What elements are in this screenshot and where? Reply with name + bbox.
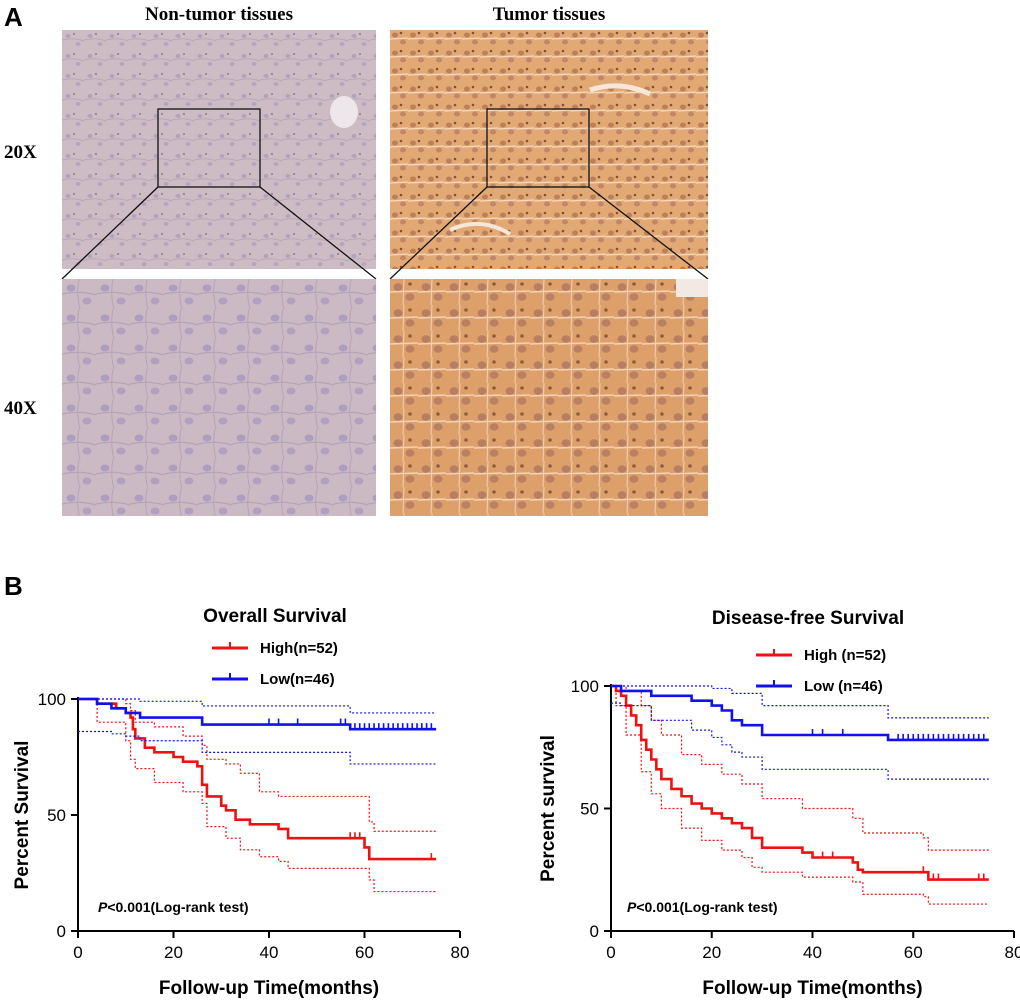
ci-upper-high [78, 698, 437, 832]
micrograph-tumor-40x [390, 279, 708, 516]
survival-curve-high [611, 684, 989, 881]
legend-label-high: High (n=52) [804, 647, 886, 664]
p-value-annotation: P<0.001(Log-rank test) [98, 899, 249, 915]
y-axis-label: Percent Survival [12, 741, 33, 890]
p-value-symbol: P [627, 899, 637, 915]
panel-a-label: A [4, 2, 23, 32]
chart-title: Disease-free Survival [712, 608, 904, 629]
y-tick-label: 0 [590, 922, 599, 941]
ci-lower-low [78, 730, 437, 765]
ci-upper-low [611, 685, 989, 719]
panel-b-label: B [4, 571, 23, 601]
row-label-20x: 20X [4, 142, 37, 163]
ci-lower-high [78, 698, 437, 893]
p-value-text: <0.001(Log-rank test) [107, 899, 248, 915]
ci-upper-high [611, 685, 989, 851]
survival-curve-low [611, 684, 989, 742]
y-tick-label: 50 [580, 800, 599, 819]
column-title-tumor: Tumor tissues [492, 4, 606, 25]
micrograph-non-tumor-40x-image [62, 279, 376, 516]
survival-curve-low [78, 697, 437, 731]
ci-lower-low [611, 702, 989, 780]
survival-curve-high [78, 697, 437, 861]
x-tick-label: 80 [451, 943, 470, 962]
ci-lower-high [611, 685, 989, 905]
y-tick-label: 100 [571, 677, 599, 696]
p-value-symbol: P [98, 899, 108, 915]
micrograph-tumor-40x-image [390, 279, 708, 516]
x-tick-label: 40 [803, 943, 822, 962]
legend-label-high: High(n=52) [260, 640, 338, 657]
legend-label-low: Low(n=46) [260, 671, 335, 688]
row-label-40x: 40X [4, 398, 37, 419]
y-tick-label: 0 [57, 922, 66, 941]
x-tick-label: 20 [164, 943, 183, 962]
ci-upper-low [78, 698, 437, 714]
legend-label-low: Low (n=46) [804, 678, 883, 695]
x-tick-label: 0 [606, 943, 615, 962]
zoom-connector-lines [61, 186, 709, 280]
x-tick-label: 60 [904, 943, 923, 962]
p-value-text: <0.001(Log-rank test) [636, 899, 777, 915]
x-tick-label: 0 [73, 943, 82, 962]
x-tick-label: 60 [355, 943, 374, 962]
x-axis-label: Follow-up Time(months) [702, 978, 922, 999]
x-tick-label: 20 [702, 943, 721, 962]
y-tick-label: 50 [47, 806, 66, 825]
x-tick-label: 40 [260, 943, 279, 962]
chart-title: Overall Survival [203, 606, 347, 627]
micrograph-non-tumor-40x [62, 279, 376, 516]
x-axis-label: Follow-up Time(months) [159, 978, 379, 999]
column-title-non-tumor: Non-tumor tissues [145, 4, 293, 25]
p-value-annotation: P<0.001(Log-rank test) [627, 899, 778, 915]
y-tick-label: 100 [38, 690, 66, 709]
x-tick-label: 80 [1005, 943, 1020, 962]
y-axis-label: Percent survival [538, 735, 559, 882]
